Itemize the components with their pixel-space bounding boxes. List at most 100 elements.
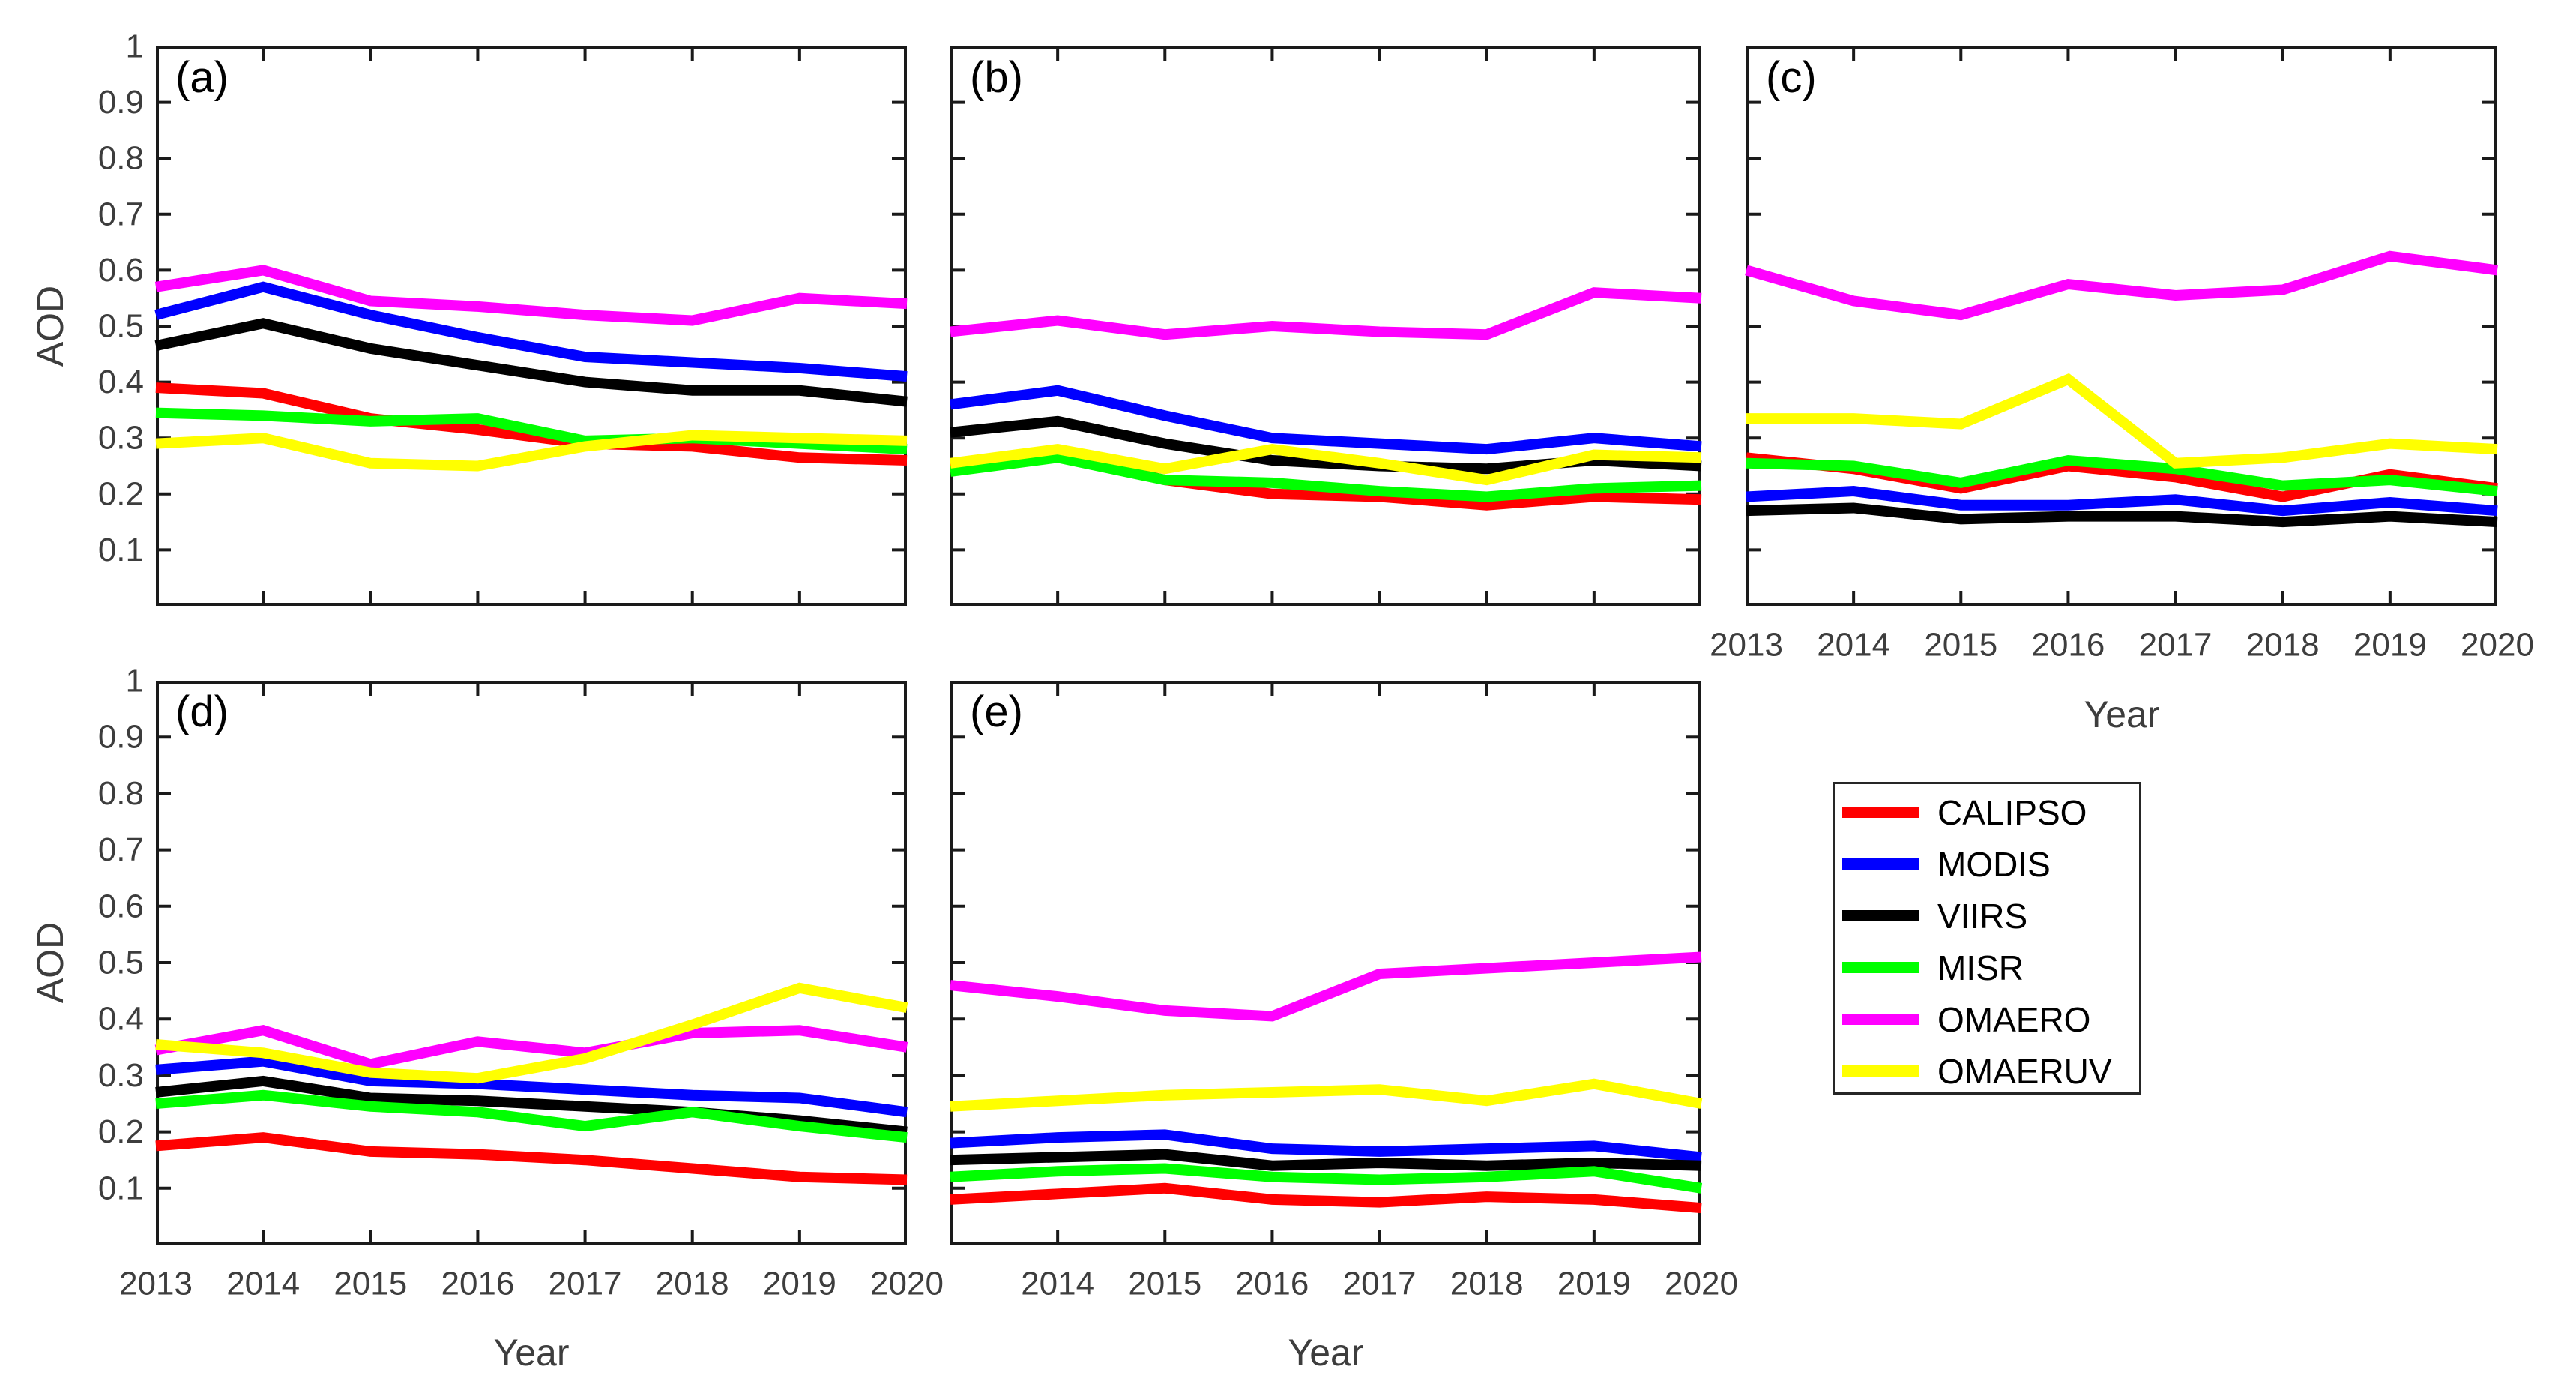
series-omaero — [1745, 250, 2498, 321]
y-axis-label-row2: AOD — [29, 921, 71, 1004]
legend-item-modis: MODIS — [1835, 838, 2139, 890]
series-omaeruv — [155, 430, 908, 472]
x-tick-label: 2016 — [441, 1266, 514, 1302]
series-calipso — [155, 382, 908, 466]
y-tick-label: 0.8 — [98, 775, 144, 812]
y-tick-label: 0.4 — [98, 1001, 144, 1038]
legend-swatch-omaero — [1842, 1014, 1919, 1025]
series-calipso — [155, 1132, 908, 1185]
panel-a-label: (a) — [175, 53, 229, 102]
legend-swatch-misr — [1842, 962, 1919, 973]
x-tick-label: 2017 — [2139, 627, 2212, 664]
legend-label: MISR — [1937, 948, 2024, 987]
legend-label: OMAERUV — [1937, 1051, 2112, 1091]
y-tick-label: 0.9 — [98, 719, 144, 756]
panel-d: 1 0.9 0.8 0.7 0.6 0.5 0.4 0.3 0.2 0.1 2013 2014 2015… — [98, 663, 944, 1302]
x-tick-label: 2018 — [656, 1266, 729, 1302]
x-tick-label: 2018 — [2246, 627, 2320, 664]
legend-label: MODIS — [1937, 844, 2051, 884]
x-axis-label-panel-d: Year — [493, 1332, 570, 1374]
panel-e-label: (e) — [970, 688, 1023, 736]
series-omaero — [950, 287, 1702, 340]
x-tick-label: 2015 — [1128, 1266, 1201, 1302]
series-omaeruv — [950, 444, 1702, 486]
x-tick-label: 2013 — [1710, 627, 1783, 664]
series-modis — [950, 385, 1702, 455]
panel-b: (b) — [950, 46, 1702, 606]
legend-label: CALIPSO — [1937, 792, 2087, 832]
series-omaeruv — [1746, 373, 2498, 469]
x-tick-label: 2014 — [226, 1266, 300, 1302]
y-tick-label: 0.8 — [98, 140, 144, 177]
panel-e: 2014 2015 2016 2017 2018 2019 2020 (e) — [950, 681, 1738, 1302]
series-omaeruv — [950, 1078, 1703, 1112]
panel-a: 1 0.9 0.8 0.7 0.6 0.5 0.4 0.3 0.2 0.1 (a) — [98, 28, 908, 606]
legend-label: OMAERO — [1937, 999, 2091, 1039]
y-tick-label: 0.1 — [98, 1170, 144, 1206]
series-omaero — [154, 1025, 908, 1070]
series-omaero — [950, 951, 1702, 1022]
x-tick-label: 2019 — [1557, 1266, 1631, 1302]
panel-b-canvas — [950, 46, 1702, 606]
x-tick-label: 2017 — [1343, 1266, 1417, 1302]
legend-item-omaero: OMAERO — [1835, 993, 2139, 1045]
x-tick-label: 2018 — [1450, 1266, 1524, 1302]
legend: CALIPSO MODIS VIIRS MISR OMAERO OMAERUV — [1833, 782, 2141, 1095]
x-axis-label-panel-e: Year — [1288, 1332, 1364, 1374]
y-tick-label: 0.6 — [98, 252, 144, 289]
y-tick-label: 0.2 — [98, 475, 144, 512]
x-tick-label: 2017 — [549, 1266, 622, 1302]
x-tick-label: 2015 — [1924, 627, 1997, 664]
series-omaero — [154, 265, 908, 326]
panel-b-label: (b) — [970, 53, 1023, 102]
legend-label: VIIRS — [1937, 896, 2028, 936]
series-misr — [155, 1089, 908, 1143]
y-tick-label: 0.7 — [98, 196, 144, 232]
series-modis — [950, 1129, 1702, 1163]
x-tick-label: 2016 — [2031, 627, 2105, 664]
legend-item-misr: MISR — [1835, 942, 2139, 993]
panel-e-canvas: 2014 2015 2016 2017 2018 2019 2020 — [950, 681, 1738, 1302]
series-misr — [950, 1163, 1703, 1194]
y-tick-label: 1 — [126, 28, 144, 65]
legend-swatch-viirs — [1842, 910, 1919, 921]
x-tick-label: 2020 — [870, 1266, 944, 1302]
legend-swatch-omaeruv — [1842, 1065, 1919, 1077]
y-tick-label: 0.9 — [98, 84, 144, 121]
x-tick-label: 2020 — [2461, 627, 2534, 664]
y-tick-label: 0.3 — [98, 1057, 144, 1094]
series-modis — [154, 281, 908, 382]
panel-d-canvas: 1 0.9 0.8 0.7 0.6 0.5 0.4 0.3 0.2 0.1 2013 2014 2015… — [98, 663, 944, 1302]
panel-c-canvas: 2013 2014 2015 2016 2017 2018 2019 2020 — [1710, 46, 2534, 664]
y-tick-label: 0.7 — [98, 831, 144, 868]
legend-item-viirs: VIIRS — [1835, 890, 2139, 942]
y-tick-label: 0.5 — [98, 308, 144, 345]
series-viirs — [950, 1149, 1702, 1171]
x-tick-label: 2020 — [1665, 1266, 1738, 1302]
series-calipso — [950, 1182, 1702, 1214]
panel-a-canvas: 1 0.9 0.8 0.7 0.6 0.5 0.4 0.3 0.2 0.1 — [98, 28, 908, 606]
panel-c: 2013 2014 2015 2016 2017 2018 2019 2020 (c) — [1710, 46, 2534, 664]
y-tick-label: 0.2 — [98, 1113, 144, 1150]
panel-d-label: (d) — [175, 688, 229, 736]
legend-swatch-calipso — [1842, 807, 1919, 818]
series-misr — [1746, 454, 2498, 497]
series-viirs — [154, 318, 908, 407]
legend-swatch-modis — [1842, 858, 1919, 870]
x-tick-label: 2014 — [1021, 1266, 1094, 1302]
y-tick-label: 0.5 — [98, 945, 144, 981]
y-tick-label: 0.4 — [98, 364, 144, 400]
panel-c-label: (c) — [1766, 53, 1817, 102]
x-tick-label: 2013 — [119, 1266, 193, 1302]
y-tick-label: 0.3 — [98, 420, 144, 457]
series-misr — [950, 452, 1702, 502]
legend-item-calipso: CALIPSO — [1835, 786, 2139, 838]
y-tick-label: 0.1 — [98, 532, 144, 568]
x-tick-label: 2015 — [334, 1266, 407, 1302]
x-axis-label-panel-c: Year — [2084, 694, 2160, 735]
x-tick-label: 2019 — [763, 1266, 836, 1302]
series-modis — [1746, 486, 2498, 517]
x-tick-label: 2019 — [2353, 627, 2427, 664]
series-modis — [155, 1056, 908, 1118]
